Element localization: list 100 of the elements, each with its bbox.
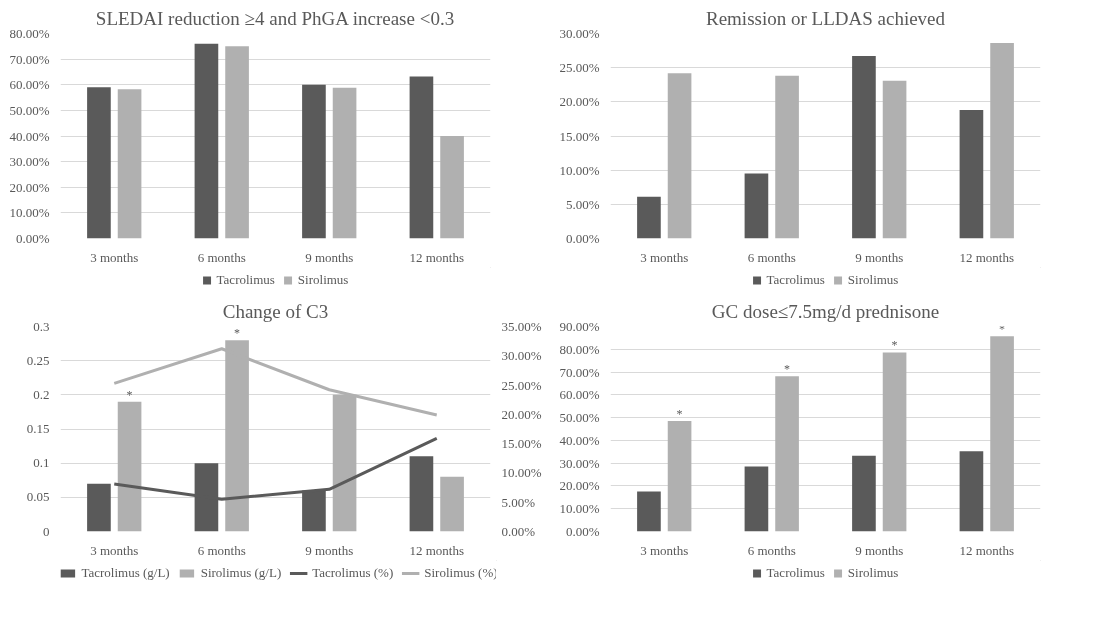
bar (409, 76, 434, 239)
y-tick-label: 40.00% (559, 432, 600, 448)
bar (117, 89, 142, 239)
bar (852, 56, 876, 239)
x-tick-label: 9 months (855, 542, 904, 558)
y2-tick-label: 10.00% (501, 465, 542, 481)
y-tick-label: 30.00% (559, 455, 600, 471)
x-tick-label: 12 months (409, 249, 465, 265)
y-tick-label: 0.00% (15, 231, 50, 246)
x-tick-label: 6 months (747, 542, 796, 558)
chart-title: GC dose≤7.5mg/d prednisone (711, 300, 940, 322)
bar (440, 136, 464, 239)
y2-tick-label: 15.00% (501, 436, 542, 452)
x-tick-label: 9 months (305, 249, 354, 265)
bar (882, 352, 907, 532)
annotation: * (234, 326, 241, 341)
y-tick-label: 20.00% (559, 478, 600, 494)
x-tick-label: 12 months (959, 542, 1015, 558)
bar (637, 491, 661, 532)
y-tick-label: 60.00% (559, 387, 600, 403)
bar (744, 466, 769, 532)
y-tick-label: 70.00% (9, 51, 50, 67)
y2-tick-label: 35.00% (501, 319, 542, 334)
y-tick-label: 0.1 (33, 455, 50, 471)
legend-label: Tacrolimus (766, 272, 825, 288)
bar (990, 336, 1014, 532)
y-tick-label: 50.00% (559, 410, 600, 426)
x-tick-label: 12 months (409, 542, 465, 558)
y-tick-label: 20.00% (559, 94, 600, 110)
x-tick-label: 12 months (959, 249, 1015, 265)
y-tick-label: 30.00% (559, 26, 600, 41)
x-tick-label: 9 months (305, 542, 354, 558)
y-tick-label: 30.00% (9, 154, 50, 170)
chart-title: Change of C3 (222, 300, 329, 322)
y-tick-label: 90.00% (559, 319, 600, 334)
y-tick-label: 25.00% (559, 60, 600, 76)
x-tick-label: 9 months (855, 249, 904, 265)
bar (990, 43, 1014, 239)
bar (667, 73, 692, 239)
y-tick-label: 10.00% (559, 501, 600, 517)
y2-tick-label: 0.00% (501, 524, 536, 539)
y-tick-label: 10.00% (9, 205, 50, 221)
y-tick-label: 0.15 (26, 421, 50, 436)
bar (959, 451, 984, 532)
bar (775, 376, 799, 532)
y-tick-label: 10.00% (559, 162, 600, 178)
bar (117, 401, 142, 532)
y-tick-label: 0.00% (565, 231, 600, 246)
x-tick-label: 3 months (90, 249, 139, 265)
chart-title: SLEDAI reduction ≥4 and PhGA increase <0.3 (95, 7, 455, 29)
annotation: * (891, 338, 898, 353)
y-tick-label: 0 (43, 523, 50, 539)
bar (744, 173, 769, 239)
y2-tick-label: 25.00% (501, 377, 542, 393)
y-tick-label: 60.00% (9, 77, 50, 93)
y2-tick-label: 30.00% (501, 348, 542, 364)
legend-label: Tacrolimus (g/L) (81, 565, 170, 581)
y-tick-label: 80.00% (9, 26, 50, 41)
legend-label: Tacrolimus (%) (312, 565, 394, 581)
bar (87, 483, 111, 532)
y-tick-label: 20.00% (9, 179, 50, 195)
y-tick-label: 0.05 (26, 489, 50, 505)
legend-label: Sirolimus (297, 272, 349, 288)
legend-label: Tacrolimus (216, 272, 275, 288)
y2-tick-label: 20.00% (501, 406, 542, 422)
bar (87, 87, 111, 239)
x-tick-label: 3 months (90, 542, 139, 558)
y-tick-label: 80.00% (559, 341, 600, 357)
legend-label: Tacrolimus (766, 565, 825, 581)
chart-title: Remission or LLDAS achieved (705, 7, 946, 29)
bar (409, 456, 434, 532)
y-tick-label: 0.00% (565, 524, 600, 539)
bar (959, 110, 984, 239)
x-tick-label: 3 months (640, 542, 689, 558)
bar (667, 421, 692, 532)
bar (225, 46, 249, 239)
bar (637, 196, 661, 239)
bar (775, 75, 799, 239)
y-tick-label: 40.00% (9, 128, 50, 144)
y2-tick-label: 5.00% (501, 494, 536, 510)
annotation: * (126, 387, 133, 402)
legend-label: Sirolimus (847, 565, 899, 581)
annotation: * (676, 407, 683, 422)
annotation: * (784, 362, 791, 377)
bar (440, 476, 464, 532)
y-tick-label: 70.00% (559, 364, 600, 380)
y-tick-label: 50.00% (9, 102, 50, 118)
y-tick-label: 15.00% (559, 128, 600, 144)
legend-label: Sirolimus (g/L) (200, 565, 282, 581)
bar (332, 87, 357, 239)
y-tick-label: 0.2 (33, 386, 50, 402)
legend-label: Sirolimus (847, 272, 899, 288)
x-tick-label: 6 months (747, 249, 796, 265)
x-tick-label: 6 months (197, 249, 246, 265)
y-tick-label: 0.25 (26, 352, 50, 368)
bar (194, 43, 219, 239)
bar (882, 80, 907, 239)
bar (852, 455, 876, 532)
y-tick-label: 0.3 (33, 318, 50, 334)
x-tick-label: 3 months (640, 249, 689, 265)
